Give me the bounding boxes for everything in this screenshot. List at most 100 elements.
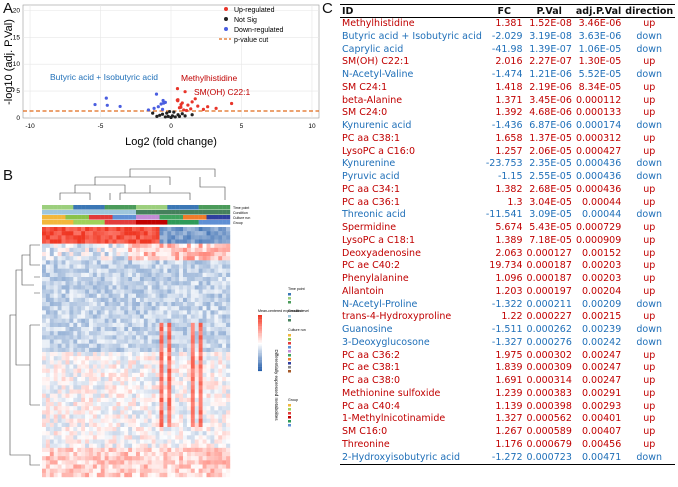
heatmap-panel: Time point Condition Culture run Group D… (9, 168, 309, 478)
heatmap-cell (120, 343, 125, 349)
heatmap-cell (151, 356, 156, 361)
heatmap-cell (77, 335, 82, 340)
heatmap-cell (218, 389, 223, 394)
heatmap-cell (198, 468, 203, 474)
heatmap-cell (159, 322, 164, 328)
table-row: 3-Deoxyglucosone -1.327 0.000276 0.00242 dow… (340, 337, 675, 350)
heatmap-cell (92, 235, 98, 240)
heatmap-cell (163, 427, 168, 432)
heatmap-cell (116, 272, 121, 278)
heatmap-cell (69, 410, 74, 415)
heatmap-cell (171, 443, 176, 449)
annotation-cell (100, 220, 105, 225)
heatmap-cell (183, 418, 188, 424)
heatmap-cell (202, 231, 207, 236)
heatmap-cell (77, 268, 82, 274)
heatmap-cell (210, 327, 215, 332)
heatmap-cell (183, 264, 188, 269)
heatmap-cell (42, 439, 47, 444)
cell-id: Allantoin (342, 285, 384, 297)
heatmap-cell (89, 381, 94, 386)
heatmap-cell (190, 460, 195, 465)
annotation-cell (136, 215, 141, 220)
heatmap-cell (92, 356, 98, 361)
annotation-cell (65, 215, 70, 220)
heatmap-cell (171, 310, 176, 315)
heatmap-cell (210, 302, 215, 307)
data-point (154, 92, 159, 96)
cell-id: Methylhistidine (342, 18, 415, 29)
heatmap-cell (108, 318, 113, 324)
heatmap-cell (61, 252, 66, 257)
heatmap-cell (143, 310, 148, 315)
heatmap-cell (61, 289, 66, 294)
heatmap-cell (132, 268, 137, 274)
heatmap-cell (183, 393, 188, 399)
heatmap-cell (89, 281, 94, 286)
cell-direction: up (643, 285, 656, 297)
heatmap-cell (61, 327, 66, 332)
heatmap-cell (222, 289, 227, 294)
heatmap-cell (77, 402, 82, 407)
heatmap-cell (183, 302, 188, 307)
heatmap-cell (202, 468, 207, 474)
heatmap-cell (198, 227, 203, 232)
heatmap-cell (112, 377, 117, 382)
heatmap-cell (210, 256, 215, 261)
heatmap-cell (198, 352, 203, 357)
heatmap-cell (116, 256, 121, 261)
heatmap-cell (194, 447, 199, 453)
heatmap-cell (49, 410, 54, 415)
cell-adj-pval: 0.00044 (581, 209, 622, 221)
heatmap-cell (61, 356, 66, 361)
heatmap-cell (81, 360, 86, 365)
heatmap-cell (100, 239, 105, 244)
heatmap-cell (49, 322, 54, 328)
heatmap-cell (81, 439, 86, 444)
heatmap-cell (42, 252, 47, 257)
heatmap-cell (206, 339, 211, 344)
heatmap-cell (147, 406, 152, 411)
heatmap-cell (151, 372, 156, 378)
heatmap-cell (132, 264, 137, 269)
heatmap-cell (136, 447, 141, 453)
data-point (93, 102, 97, 107)
heatmap-cell (167, 231, 172, 236)
heatmap-cell (49, 460, 54, 465)
heatmap-cell (124, 385, 129, 390)
heatmap-cell (222, 464, 227, 469)
heatmap-cell (112, 431, 117, 436)
heatmap-cell (151, 385, 156, 390)
cell-pval: 0.000302 (526, 349, 572, 361)
heatmap-cell (96, 281, 101, 286)
cell-pval: 0.000723 (524, 451, 574, 466)
heatmap-cell (124, 377, 129, 382)
heatmap-cell (218, 431, 223, 436)
heatmap-cell (49, 372, 54, 378)
heatmap-cell (167, 247, 172, 253)
cell-fc: 1.691 (495, 375, 523, 386)
heatmap-cell (61, 352, 66, 357)
heatmap-cell (175, 456, 180, 461)
heatmap-cell (77, 468, 82, 474)
heatmap-cell (73, 472, 78, 478)
heatmap-cell (183, 364, 188, 369)
heatmap-cell (120, 447, 125, 453)
cell-pval: 2.06E-05 (529, 145, 572, 157)
heatmap-cell (108, 452, 113, 457)
heatmap-cell (69, 377, 74, 382)
heatmap-cell (214, 472, 219, 478)
heatmap-cell (206, 272, 211, 278)
annotation-cell (132, 210, 137, 215)
heatmap-cell (136, 243, 141, 249)
heatmap-cell (100, 285, 105, 290)
heatmap-cell (81, 452, 86, 457)
cell-pval: 0.000127 (526, 247, 572, 259)
heatmap-cell (73, 306, 78, 311)
heatmap-cell (186, 243, 192, 249)
heatmap-cell (81, 443, 86, 449)
heatmap-cell (190, 322, 195, 328)
heatmap-cell (190, 247, 195, 253)
heatmap-cell (100, 377, 105, 382)
heatmap-cell (151, 285, 156, 290)
